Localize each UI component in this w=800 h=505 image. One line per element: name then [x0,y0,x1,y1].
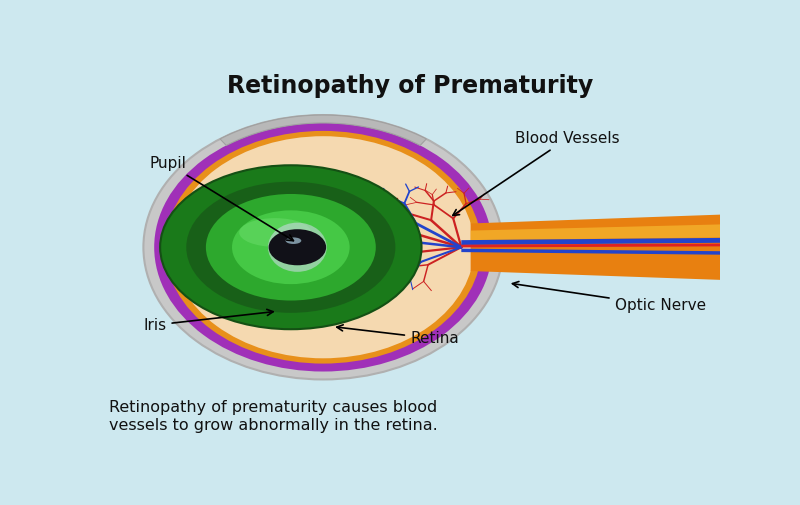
Text: Pupil: Pupil [150,156,294,241]
Text: Retinopathy of prematurity causes blood
vessels to grow abnormally in the retina: Retinopathy of prematurity causes blood … [110,400,438,433]
Ellipse shape [232,267,270,282]
Ellipse shape [165,131,482,364]
Text: Optic Nerve: Optic Nerve [513,281,706,313]
Text: Iris: Iris [143,310,273,332]
Circle shape [206,194,376,300]
Ellipse shape [172,136,474,359]
Circle shape [160,165,422,329]
Polygon shape [470,214,733,280]
Text: Blood Vessels: Blood Vessels [453,131,620,216]
Ellipse shape [243,232,281,247]
Ellipse shape [251,209,288,224]
Circle shape [186,182,395,313]
Ellipse shape [240,243,277,259]
Polygon shape [470,224,733,240]
Circle shape [232,211,350,284]
Ellipse shape [239,218,311,247]
Polygon shape [220,115,426,145]
Ellipse shape [236,255,274,271]
Ellipse shape [154,123,492,372]
Ellipse shape [247,220,285,235]
Text: Retinopathy of Prematurity: Retinopathy of Prematurity [227,74,593,98]
Ellipse shape [286,237,302,244]
Circle shape [269,229,326,265]
Text: Retina: Retina [337,325,458,346]
Ellipse shape [268,223,326,272]
Ellipse shape [143,115,503,379]
